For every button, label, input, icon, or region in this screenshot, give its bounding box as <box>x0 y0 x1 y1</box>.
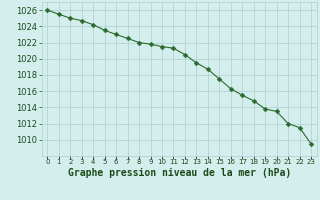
X-axis label: Graphe pression niveau de la mer (hPa): Graphe pression niveau de la mer (hPa) <box>68 168 291 178</box>
